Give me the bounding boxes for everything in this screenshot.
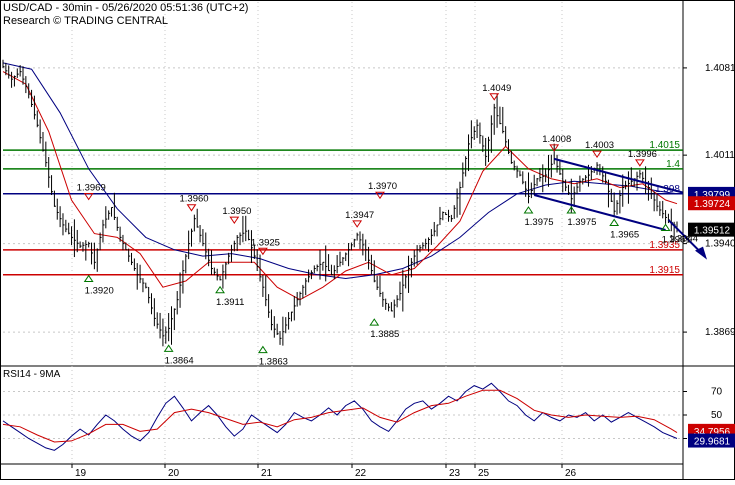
x-tick-label: 19 [75, 468, 87, 479]
rsi-y-tick-label: 50 [711, 410, 723, 421]
price-bars [2, 59, 679, 347]
swing-low-marker [609, 218, 620, 226]
y-tick-label: 1.3869 [705, 327, 735, 338]
x-tick-label: 23 [449, 468, 461, 479]
current-price-tag: 1.39512 [694, 226, 731, 237]
ma-slow-tag: 1.39799 [694, 190, 731, 201]
swing-high-label: 1.3969 [77, 182, 106, 193]
swing-low-label: 1.3965 [610, 229, 639, 240]
rsi-value-tag-bg [688, 433, 735, 448]
level-label: 1.4015 [649, 140, 680, 151]
swing-high-label: 1.3925 [251, 237, 280, 248]
y-tick-label: 1.3940 [705, 239, 735, 250]
swing-low-label: 1.3863 [259, 357, 288, 368]
swing-low-marker [257, 345, 268, 354]
swing-high-label: 1.4003 [585, 140, 614, 151]
projection-arrow-line [667, 219, 704, 256]
rsi-value-tag: 29.9681 [694, 437, 731, 448]
swing-high-marker [186, 204, 197, 212]
swing-high-label: 1.3960 [179, 194, 208, 205]
rsi-line [2, 382, 678, 451]
x-tick-label: 20 [168, 468, 180, 479]
swing-low-label: 1.3920 [85, 286, 114, 297]
x-tick-label: 26 [565, 468, 577, 479]
swing-high-marker [83, 192, 94, 201]
projection-arrowhead [695, 246, 707, 260]
swing-low-marker [369, 318, 380, 326]
ma-fast-tag-bg [688, 196, 735, 211]
swing-high-label: 1.3947 [345, 210, 374, 221]
chart-subtitle: Research © TRADING CENTRAL [3, 15, 168, 27]
channel-upper-line [553, 157, 683, 194]
swing-low-label: 1.3911 [216, 297, 244, 308]
swing-high-marker [549, 144, 560, 152]
y-tick-label: 1.4081 [705, 63, 735, 74]
ma-slow-line [2, 62, 678, 280]
level-label: 1.3915 [649, 265, 680, 276]
swing-low-marker [83, 274, 94, 283]
swing-high-marker [634, 159, 645, 167]
swing-high-marker [229, 216, 240, 225]
rsi-value-tag: 34.7956 [694, 427, 731, 438]
swing-low-marker [215, 285, 225, 294]
swing-high-marker [352, 220, 363, 228]
swing-high-label: 1.3996 [628, 149, 657, 160]
level-label: 1.3935 [649, 240, 680, 251]
ma-fast-tag: 1.39724 [694, 199, 731, 210]
swing-low-label: 1.3864 [165, 355, 194, 366]
swing-low-label: 1.3975 [567, 217, 596, 228]
swing-high-label: 1.3950 [222, 206, 251, 217]
swing-high-marker [592, 150, 602, 159]
chart-title: USD/CAD - 30min - 05/26/2020 05:51:36 (U… [3, 2, 249, 14]
channel-lower-line [533, 194, 666, 231]
swing-low-marker [523, 206, 534, 214]
ma-fast-line [2, 71, 678, 301]
rsi-ma-line [2, 389, 678, 443]
swing-low-label: 1.3975 [524, 217, 553, 228]
swing-low-marker [163, 344, 174, 352]
rsi-y-tick-label: 70 [711, 387, 723, 398]
current-price-tag-bg [688, 222, 735, 237]
target-label: 1.3944 [669, 234, 698, 245]
y-tick-label: 1.4011 [705, 150, 735, 161]
swing-low-label: 1.3885 [370, 329, 399, 340]
swing-high-marker [375, 191, 385, 200]
swing-low-label: 1.3961 [662, 234, 691, 245]
swing-high-marker [257, 247, 268, 256]
swing-low-marker [660, 223, 671, 231]
swing-high-label: 1.4008 [542, 134, 571, 145]
swing-high-label: 1.4049 [482, 83, 511, 94]
swing-low-marker [566, 206, 577, 214]
swing-high-marker [489, 93, 500, 101]
swing-high-label: 1.3970 [368, 181, 397, 192]
rsi-title: RSI14 - 9MA [3, 369, 61, 380]
x-tick-label: 22 [355, 468, 367, 479]
x-tick-label: 21 [261, 468, 273, 479]
level-label: 1.4 [666, 159, 680, 170]
x-tick-label: 25 [478, 468, 490, 479]
